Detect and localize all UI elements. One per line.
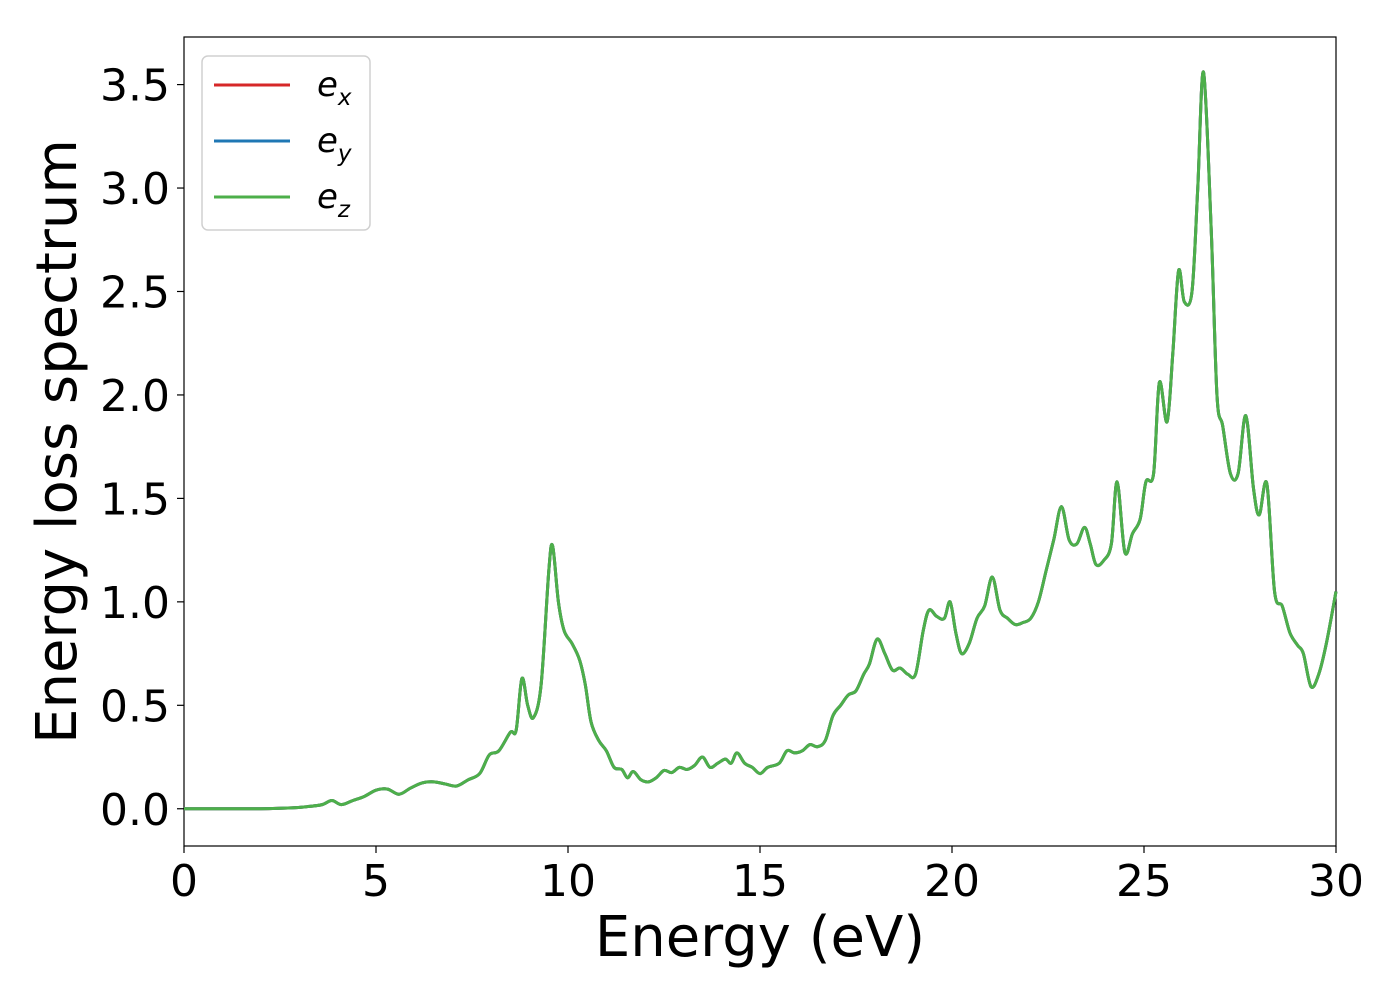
- x-axis-label: Energy (eV): [595, 905, 925, 970]
- x-tick-label: 25: [1116, 856, 1172, 907]
- x-tick-label: 10: [540, 856, 596, 907]
- series-layer: [184, 70, 1338, 811]
- y-axis-label: Energy loss spectrum: [25, 139, 90, 744]
- y-tick-label: 3.0: [100, 164, 170, 215]
- y-tick-label: 1.5: [100, 474, 170, 525]
- x-tick-label: 5: [362, 856, 390, 907]
- legend-label-e-x: ex: [317, 65, 352, 111]
- series-line-e-z: [184, 70, 1338, 811]
- y-tick-label: 1.0: [100, 578, 170, 629]
- y-tick-label: 3.5: [100, 61, 170, 112]
- y-axis-ticks: 0.0 0.5 1.0 1.5 2.0 2.5 3.0 3.5: [100, 61, 184, 836]
- y-tick-label: 2.5: [100, 267, 170, 318]
- legend: ex ey ez: [201, 55, 371, 231]
- x-tick-label: 30: [1308, 856, 1364, 907]
- y-tick-label: 2.0: [100, 371, 170, 422]
- legend-box: [201, 55, 371, 231]
- x-tick-label: 0: [170, 856, 198, 907]
- legend-label-e-z: ez: [317, 177, 351, 223]
- y-tick-label: 0.5: [100, 681, 170, 732]
- y-tick-label: 0.0: [100, 785, 170, 836]
- x-tick-label: 15: [732, 856, 788, 907]
- x-axis-ticks: 0 5 10 15 20 25 30: [170, 846, 1364, 907]
- x-tick-label: 20: [924, 856, 980, 907]
- legend-label-e-y: ey: [317, 121, 352, 167]
